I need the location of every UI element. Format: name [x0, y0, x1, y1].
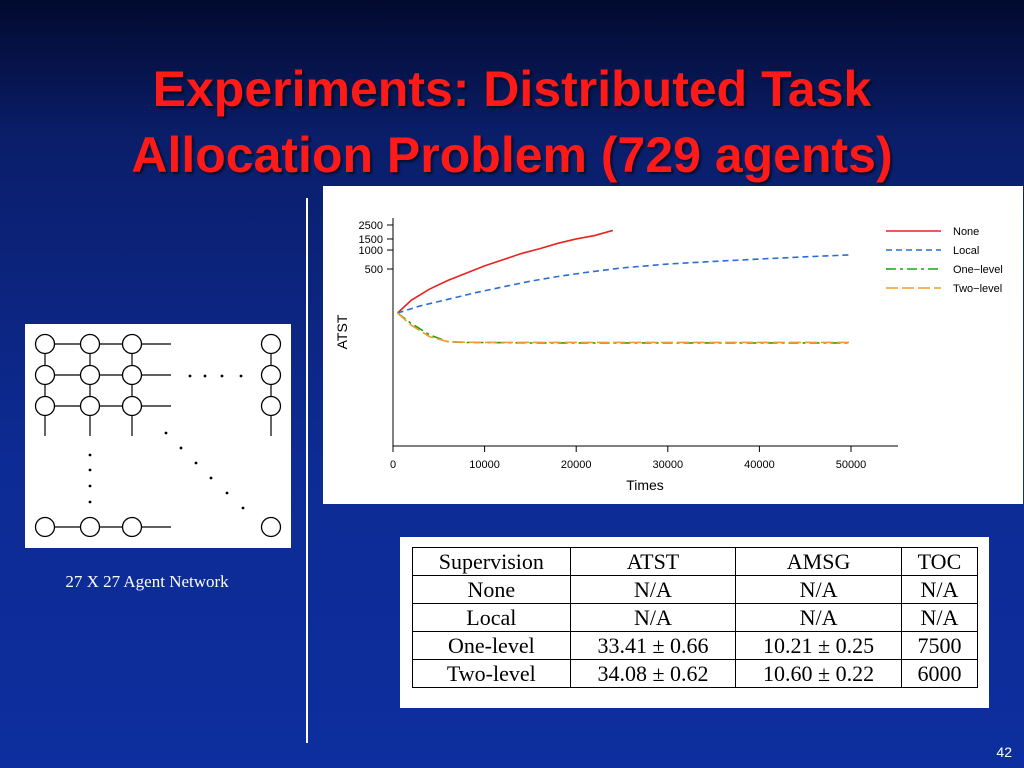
- x-tick-label: 40000: [744, 459, 775, 471]
- table-cell: 6000: [900, 659, 979, 688]
- series-line-local: [397, 254, 852, 314]
- y-tick-label: 1000: [359, 245, 383, 257]
- series-line-one-level: [397, 312, 851, 344]
- x-tick-label: 10000: [469, 459, 500, 471]
- agent-network-svg: [34, 333, 282, 538]
- network-node: [260, 395, 282, 417]
- atst-chart: 0 10000 20000 30000 40000 50000 2500 1500 1000 50…: [323, 186, 1023, 504]
- y-tick-label: 2500: [359, 220, 383, 232]
- title-line-1: Experiments: Distributed Task: [152, 61, 872, 117]
- table-cell: N/A: [900, 603, 979, 632]
- table-cell: Local: [412, 603, 571, 632]
- slide-title: Experiments: Distributed Task Allocation…: [0, 56, 1024, 188]
- legend-label: Two−level: [953, 283, 1002, 295]
- x-tick-label: 50000: [836, 459, 867, 471]
- table-cell: N/A: [735, 603, 902, 632]
- network-node: [121, 516, 143, 538]
- y-tick-label: 1500: [359, 234, 383, 246]
- table-cell: N/A: [569, 603, 737, 632]
- table-row: One-level 33.41 ± 0.66 10.21 ± 0.25 7500: [412, 631, 979, 660]
- header-amsg: AMSG: [735, 547, 902, 576]
- network-node: [34, 364, 56, 386]
- header-atst: ATST: [569, 547, 737, 576]
- header-toc: TOC: [900, 547, 979, 576]
- table-header-row: Supervision ATST AMSG TOC: [412, 547, 979, 576]
- table-cell: 10.60 ± 0.22: [735, 659, 902, 688]
- series-line-none: [397, 229, 614, 314]
- network-node: [34, 395, 56, 417]
- table-cell: 33.41 ± 0.66: [569, 631, 737, 660]
- table-cell: 34.08 ± 0.62: [569, 659, 737, 688]
- network-caption: 27 X 27 Agent Network: [65, 572, 229, 591]
- network-node: [121, 333, 143, 355]
- results-table-panel: Supervision ATST AMSG TOC None N/A N/A N…: [400, 537, 989, 708]
- table-cell: 10.21 ± 0.25: [735, 631, 902, 660]
- network-node: [34, 333, 56, 355]
- table-cell: N/A: [900, 575, 979, 604]
- network-node: [79, 395, 101, 417]
- network-node: [79, 364, 101, 386]
- network-node: [34, 516, 56, 538]
- table-cell: 7500: [900, 631, 979, 660]
- x-tick-label: 30000: [653, 459, 684, 471]
- network-node: [79, 333, 101, 355]
- table-cell: Two-level: [412, 659, 571, 688]
- network-node: [121, 395, 143, 417]
- results-table: Supervision ATST AMSG TOC None N/A N/A N…: [412, 547, 979, 688]
- network-node: [79, 516, 101, 538]
- x-tick-label: 0: [390, 459, 396, 471]
- legend-label: None: [953, 226, 979, 238]
- header-supervision: Supervision: [412, 547, 571, 576]
- table-row: Two-level 34.08 ± 0.62 10.60 ± 0.22 6000: [412, 659, 979, 688]
- network-node: [260, 333, 282, 355]
- table-cell: None: [412, 575, 571, 604]
- x-tick-label: 20000: [561, 459, 592, 471]
- network-node: [260, 364, 282, 386]
- legend-label: One−level: [953, 264, 1003, 276]
- table-cell: N/A: [569, 575, 737, 604]
- y-tick-label: 500: [365, 264, 383, 276]
- agent-network-diagram: [25, 324, 291, 548]
- vertical-divider: [306, 198, 308, 743]
- table-row: Local N/A N/A N/A: [412, 603, 979, 632]
- table-cell: N/A: [735, 575, 902, 604]
- table-cell: One-level: [412, 631, 571, 660]
- title-line-2: Allocation Problem (729 agents): [131, 127, 893, 183]
- y-axis-label: ATST: [334, 314, 350, 349]
- series-line-two-level: [397, 312, 851, 344]
- network-node: [121, 364, 143, 386]
- table-row: None N/A N/A N/A: [412, 575, 979, 604]
- x-axis-label: Times: [626, 477, 664, 493]
- legend-label: Local: [953, 245, 979, 257]
- ellipsis-dots: [88, 374, 245, 510]
- network-node: [260, 516, 282, 538]
- page-number: 42: [996, 744, 1012, 760]
